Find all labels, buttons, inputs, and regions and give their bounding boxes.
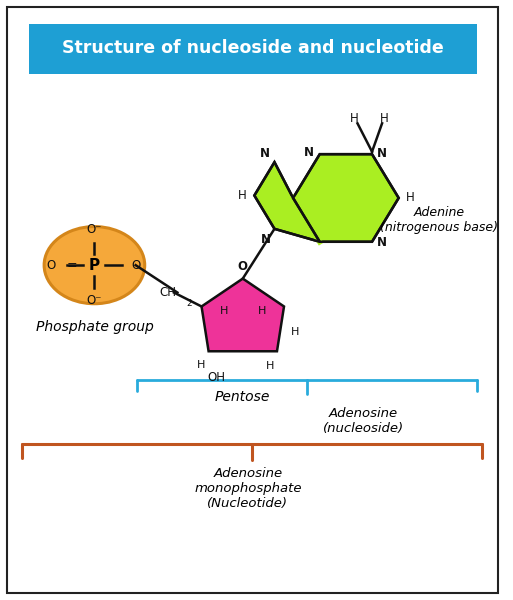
Polygon shape xyxy=(254,162,320,242)
Text: Adenosine
(nucleoside): Adenosine (nucleoside) xyxy=(323,407,404,435)
Text: N: N xyxy=(261,233,270,246)
Text: N: N xyxy=(260,146,269,160)
Text: =: = xyxy=(67,259,77,272)
Text: O⁻: O⁻ xyxy=(87,223,102,236)
Polygon shape xyxy=(293,154,399,242)
Text: Adenosine
monophosphate
(Nucleotide): Adenosine monophosphate (Nucleotide) xyxy=(194,467,302,510)
Text: H: H xyxy=(266,361,274,371)
Polygon shape xyxy=(202,278,284,351)
Text: CH: CH xyxy=(160,286,176,299)
Text: P: P xyxy=(89,257,100,272)
Ellipse shape xyxy=(44,227,145,304)
FancyBboxPatch shape xyxy=(29,24,477,74)
Text: H: H xyxy=(238,189,247,202)
Text: N: N xyxy=(304,146,313,159)
Text: H: H xyxy=(220,307,228,316)
Text: H: H xyxy=(350,112,359,125)
Text: OH: OH xyxy=(208,371,226,384)
Text: H: H xyxy=(290,328,299,337)
Text: H: H xyxy=(406,191,415,205)
Text: O: O xyxy=(131,259,141,272)
Text: O: O xyxy=(238,260,248,272)
Text: H: H xyxy=(380,112,389,125)
Text: N: N xyxy=(377,236,387,249)
Text: H: H xyxy=(258,307,266,316)
Text: Adenine
(nitrogenous base): Adenine (nitrogenous base) xyxy=(380,206,498,235)
Text: 2: 2 xyxy=(186,299,192,308)
Text: H: H xyxy=(198,360,206,370)
Text: O⁻: O⁻ xyxy=(87,294,102,307)
Text: Pentose: Pentose xyxy=(215,389,270,404)
Text: O: O xyxy=(47,259,56,272)
Text: N: N xyxy=(377,146,387,160)
Text: Structure of nucleoside and nucleotide: Structure of nucleoside and nucleotide xyxy=(62,39,444,57)
Text: Phosphate group: Phosphate group xyxy=(35,320,153,334)
